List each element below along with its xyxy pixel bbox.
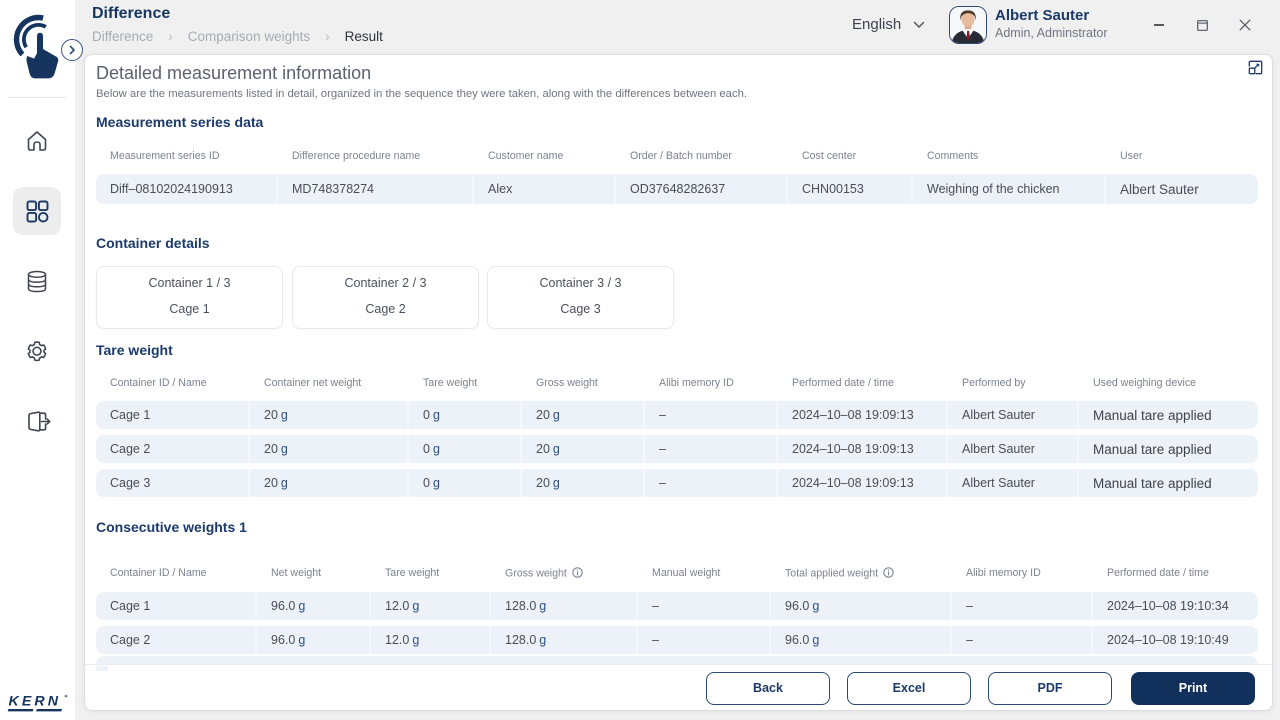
svg-text:KERN: KERN: [9, 694, 62, 710]
